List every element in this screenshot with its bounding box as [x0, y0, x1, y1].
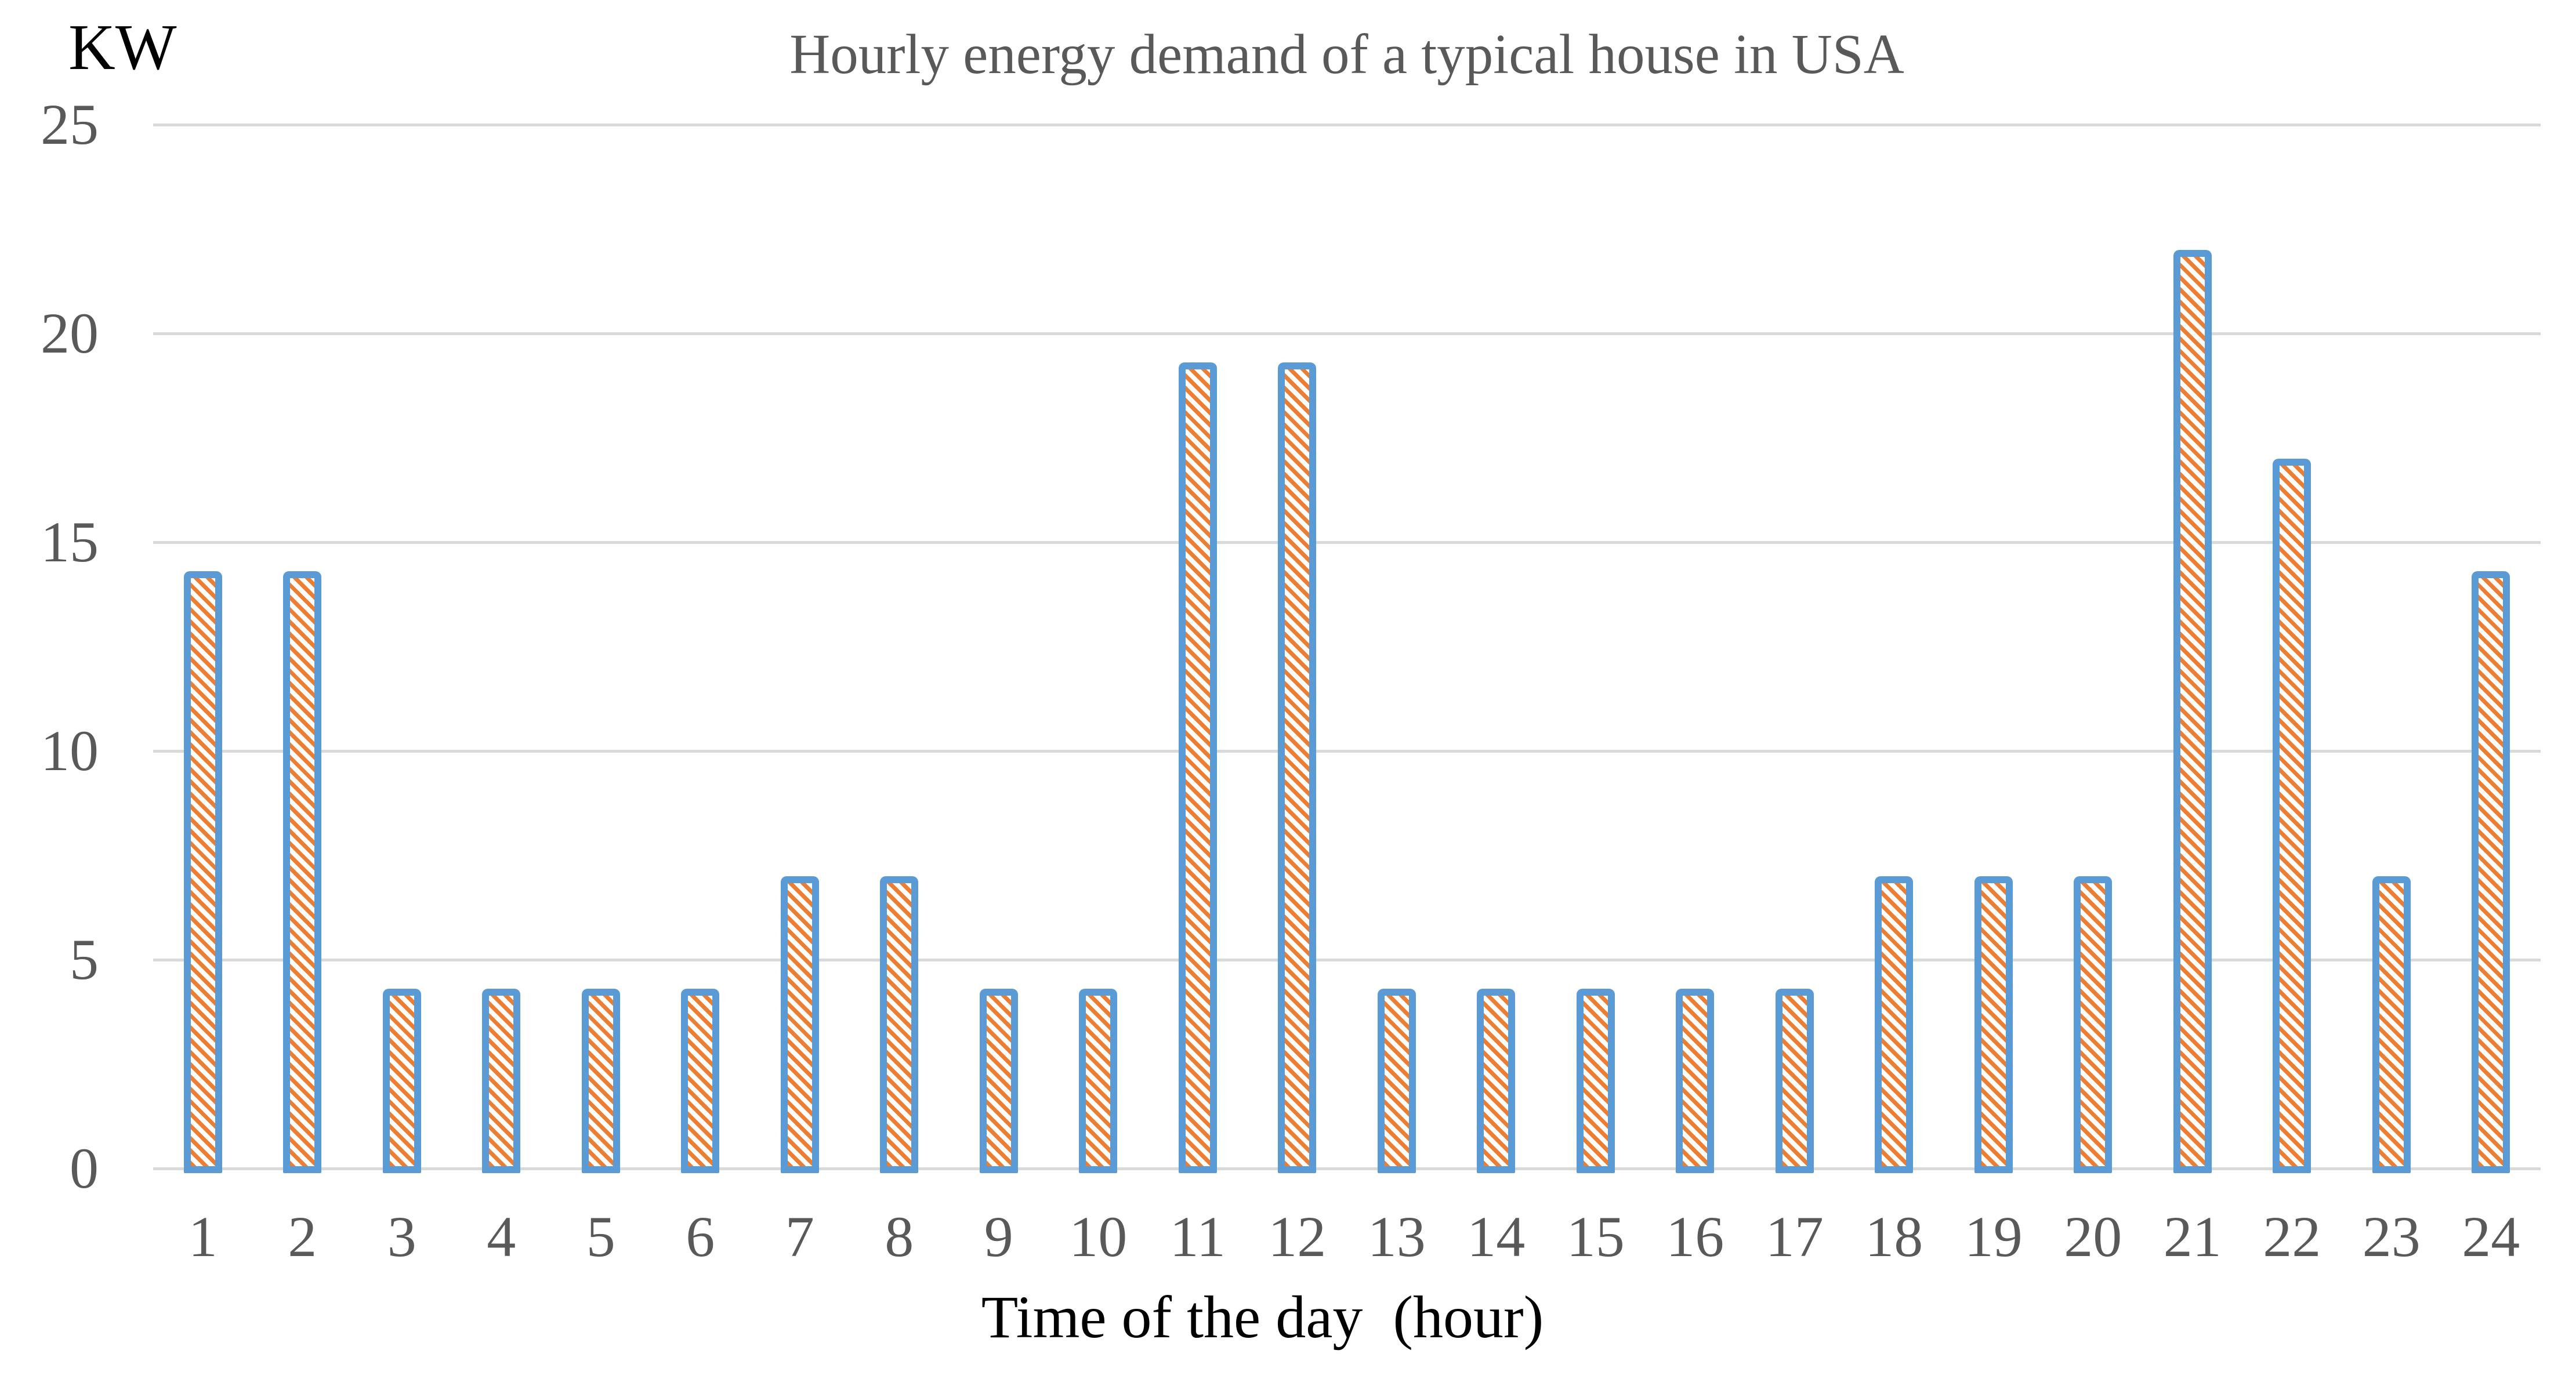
bar-hour-22 — [2273, 459, 2311, 1173]
y-axis-tick-label-10: 10 — [41, 718, 99, 783]
bar-hour-23 — [2372, 876, 2411, 1173]
bar-hour-9 — [979, 989, 1018, 1173]
x-axis-tick-label-7: 7 — [785, 1204, 814, 1269]
chart-title: Hourly energy demand of a typical house … — [789, 23, 1904, 85]
x-axis-tick-label-13: 13 — [1367, 1204, 1426, 1269]
x-axis-tick-label-10: 10 — [1069, 1204, 1128, 1269]
bar-hour-11 — [1178, 362, 1217, 1173]
bar-hour-1 — [183, 571, 222, 1173]
x-axis-tick-label-2: 2 — [288, 1204, 317, 1269]
x-axis-tick-label-14: 14 — [1467, 1204, 1526, 1269]
x-axis-tick-label-24: 24 — [2462, 1204, 2520, 1269]
bar-hour-14 — [1477, 989, 1516, 1173]
y-axis-tick-label-5: 5 — [70, 927, 99, 992]
x-axis-tick-label-1: 1 — [188, 1204, 218, 1269]
gridline-y-25 — [153, 123, 2541, 126]
x-axis-tick-label-11: 11 — [1169, 1204, 1226, 1269]
bar-hour-15 — [1576, 989, 1615, 1173]
bar-hour-13 — [1377, 989, 1416, 1173]
x-axis-tick-label-9: 9 — [984, 1204, 1013, 1269]
bar-hour-18 — [1875, 876, 1914, 1173]
y-axis-tick-label-15: 15 — [41, 510, 99, 574]
x-axis-tick-label-17: 17 — [1765, 1204, 1824, 1269]
y-axis-tick-label-25: 25 — [41, 92, 99, 157]
gridline-y-0 — [153, 1167, 2541, 1170]
x-axis-tick-label-23: 23 — [2362, 1204, 2421, 1269]
bar-hour-12 — [1278, 362, 1317, 1173]
plot-area — [153, 123, 2541, 1173]
bar-hour-4 — [482, 989, 521, 1173]
x-axis-tick-label-18: 18 — [1865, 1204, 1923, 1269]
y-axis-tick-label-20: 20 — [41, 301, 99, 365]
gridline-y-20 — [153, 332, 2541, 335]
x-axis-tick-label-22: 22 — [2263, 1204, 2321, 1269]
x-axis-tick-label-6: 6 — [686, 1204, 715, 1269]
bar-hour-16 — [1676, 989, 1715, 1173]
y-axis-unit-label: KW — [68, 12, 177, 84]
x-axis-tick-label-21: 21 — [2163, 1204, 2222, 1269]
x-axis-tick-label-3: 3 — [387, 1204, 416, 1269]
x-axis-title: Time of the day (hour) — [981, 1284, 1544, 1351]
x-axis-tick-label-15: 15 — [1566, 1204, 1625, 1269]
gridline-y-5 — [153, 958, 2541, 961]
gridline-y-15 — [153, 540, 2541, 544]
x-axis-tick-label-4: 4 — [487, 1204, 516, 1269]
bar-hour-24 — [2472, 571, 2510, 1173]
x-axis-tick-label-16: 16 — [1666, 1204, 1724, 1269]
bar-hour-21 — [2173, 250, 2212, 1173]
gridline-y-10 — [153, 749, 2541, 753]
x-axis-tick-label-20: 20 — [2064, 1204, 2122, 1269]
bar-hour-6 — [681, 989, 720, 1173]
bar-hour-3 — [382, 989, 421, 1173]
y-axis-tick-label-0: 0 — [70, 1136, 99, 1200]
x-axis-tick-label-12: 12 — [1268, 1204, 1327, 1269]
bar-hour-20 — [2074, 876, 2113, 1173]
bar-hour-7 — [780, 876, 819, 1173]
x-axis-tick-label-8: 8 — [885, 1204, 914, 1269]
bar-hour-2 — [283, 571, 322, 1173]
x-axis-tick-label-19: 19 — [1964, 1204, 2023, 1269]
x-axis-tick-label-5: 5 — [586, 1204, 615, 1269]
bar-hour-5 — [581, 989, 620, 1173]
bar-hour-8 — [880, 876, 919, 1173]
bar-hour-10 — [1079, 989, 1118, 1173]
bar-hour-19 — [1974, 876, 2013, 1173]
bar-hour-17 — [1775, 989, 1814, 1173]
